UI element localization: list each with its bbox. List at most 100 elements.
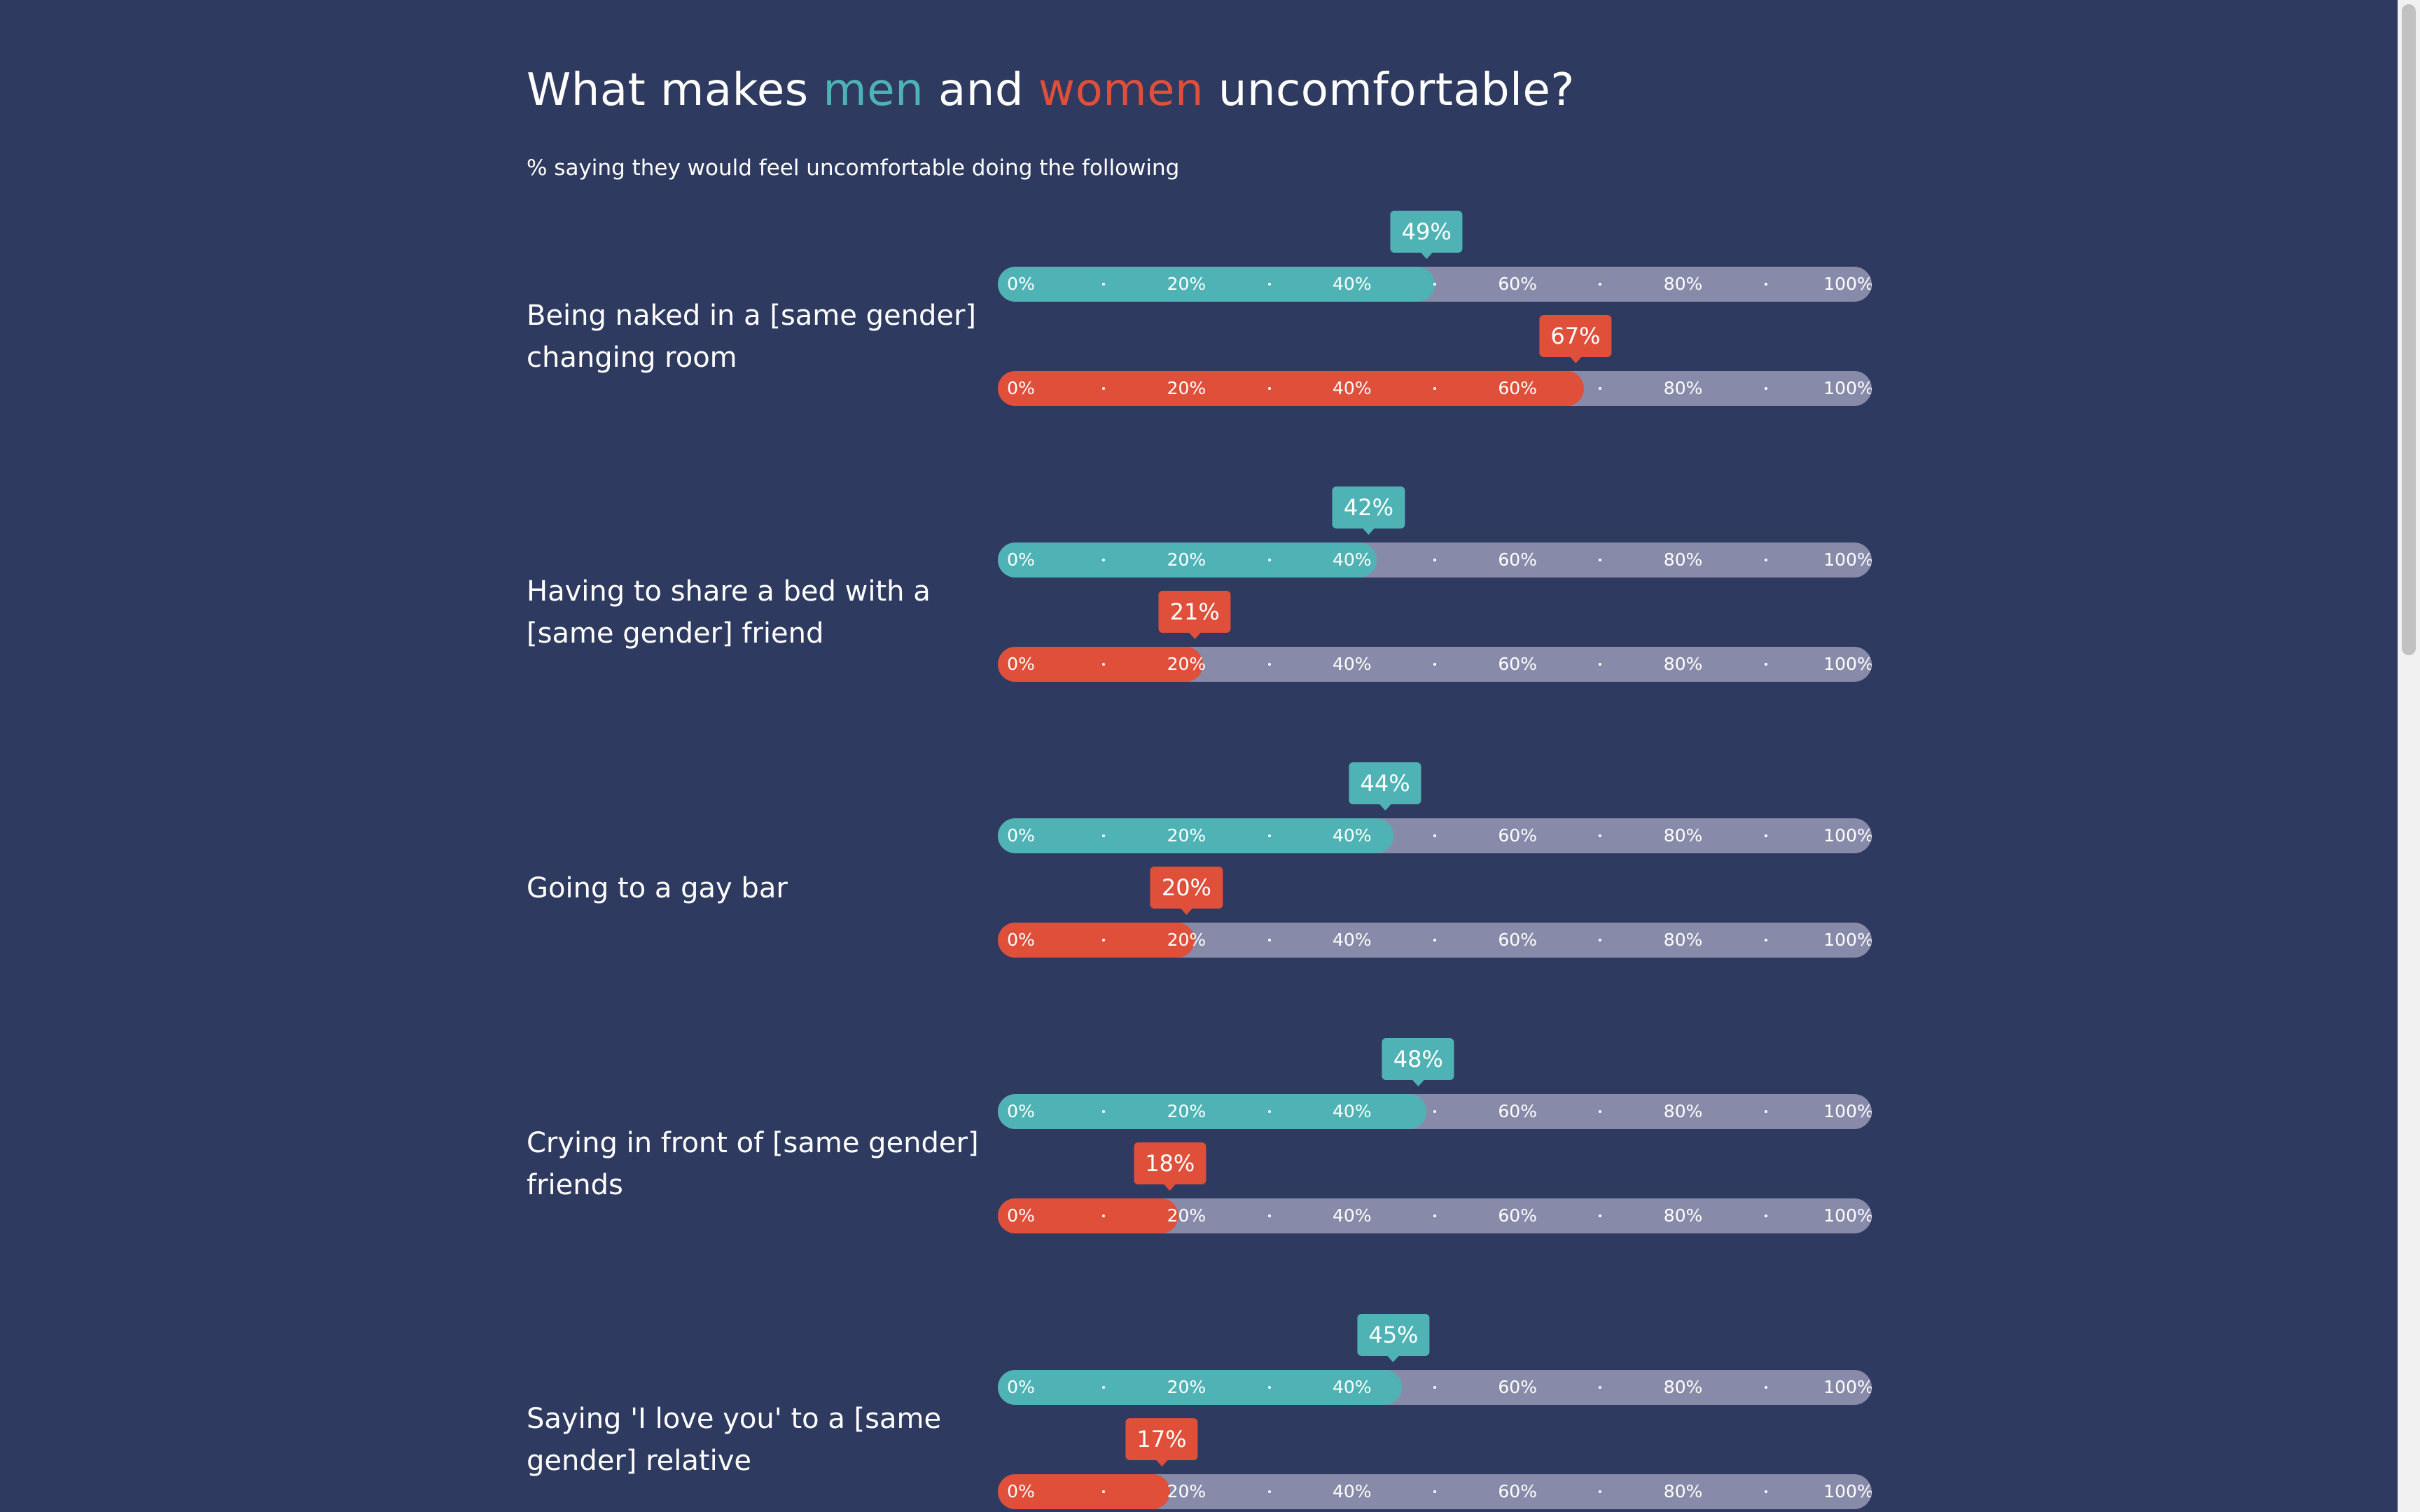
tick-label: 60%	[1498, 1101, 1537, 1121]
tick-label: 60%	[1498, 1377, 1537, 1397]
tick-label: 20%	[1167, 930, 1206, 950]
value-text: 21%	[1169, 598, 1220, 625]
men-value-label: 44%	[1349, 762, 1421, 811]
tick-label: 60%	[1498, 274, 1537, 294]
tick-label: 100%	[1823, 1377, 1872, 1397]
tick-dot	[1599, 283, 1602, 286]
title-middle: and	[924, 64, 1038, 116]
women-bar-track: 0% 20% 40% 60% 80% 100%	[998, 923, 1872, 958]
tick-dot	[1102, 1490, 1106, 1493]
tick-dot	[1267, 559, 1271, 561]
tick-label: 60%	[1498, 654, 1537, 674]
tick-dot	[1267, 283, 1271, 286]
tick-label: 80%	[1663, 378, 1703, 398]
tick-label: 20%	[1167, 550, 1206, 570]
tick-dot	[1764, 663, 1767, 666]
tick-label: 20%	[1167, 1205, 1206, 1226]
men-bar-track: 0% 20% 40% 60% 80% 100%	[998, 1094, 1872, 1129]
tick-dot	[1267, 1490, 1271, 1493]
tick-label: 100%	[1823, 378, 1872, 398]
tick-dot	[1102, 939, 1106, 941]
tick-label: 40%	[1333, 825, 1372, 846]
tick-label: 0%	[1007, 825, 1035, 846]
tick-label: 40%	[1333, 274, 1372, 294]
tick-label: 40%	[1333, 1481, 1372, 1502]
tick-label: 40%	[1333, 1205, 1372, 1226]
tick-label: 0%	[1007, 550, 1035, 570]
tick-label: 20%	[1167, 1101, 1206, 1121]
tick-label: 60%	[1498, 1205, 1537, 1226]
women-value-label: 67%	[1539, 315, 1612, 363]
men-bar	[998, 267, 1435, 302]
tick-label: 0%	[1007, 1481, 1035, 1502]
tick-dot	[1599, 834, 1602, 837]
vertical-scrollbar[interactable]	[2398, 0, 2420, 1512]
tick-dot	[1433, 387, 1436, 390]
men-value-label: 49%	[1390, 211, 1463, 259]
tick-label: 0%	[1007, 1377, 1035, 1397]
tick-dot	[1102, 387, 1106, 390]
women-bar-track: 0% 20% 40% 60% 80% 100%	[998, 1474, 1872, 1509]
tick-dot	[1102, 663, 1106, 666]
tick-label: 60%	[1498, 378, 1537, 398]
tick-label: 0%	[1007, 654, 1035, 674]
category-label: Being naked in a [same gender] changing …	[527, 300, 976, 374]
tick-label: 40%	[1333, 1377, 1372, 1397]
chart-subtitle: % saying they would feel uncomfortable d…	[527, 155, 1180, 181]
tick-label: 20%	[1167, 1481, 1206, 1502]
tick-dot	[1599, 1110, 1602, 1113]
tick-label: 100%	[1823, 930, 1872, 950]
tick-dot	[1599, 663, 1602, 666]
tick-dot	[1102, 1386, 1106, 1389]
tick-label: 20%	[1167, 378, 1206, 398]
tick-dot	[1267, 1110, 1271, 1113]
tick-dot	[1267, 387, 1271, 390]
tick-dot	[1433, 663, 1436, 666]
tick-label: 80%	[1663, 1377, 1703, 1397]
tick-label: 40%	[1333, 1101, 1372, 1121]
women-value-label: 21%	[1158, 591, 1231, 639]
tick-dot	[1599, 1490, 1602, 1493]
tick-dot	[1764, 1110, 1767, 1113]
scrollbar-thumb[interactable]	[2402, 4, 2416, 655]
tick-dot	[1599, 1386, 1602, 1389]
tick-dot	[1764, 559, 1767, 561]
tick-dot	[1764, 1214, 1767, 1217]
tick-label: 60%	[1498, 930, 1537, 950]
tick-label: 100%	[1823, 825, 1872, 846]
tick-label: 0%	[1007, 930, 1035, 950]
tick-label: 40%	[1333, 550, 1372, 570]
category-label: Saying 'I love you' to a [same gender] r…	[527, 1403, 942, 1477]
value-text: 44%	[1360, 770, 1410, 797]
title-men: men	[823, 64, 924, 116]
women-bar-track: 0% 20% 40% 60% 80% 100%	[998, 371, 1872, 406]
men-bar-track: 0% 20% 40% 60% 80% 100%	[998, 818, 1872, 853]
title-women: women	[1038, 64, 1204, 116]
women-bar	[998, 647, 1204, 682]
tick-dot	[1102, 834, 1106, 837]
men-bar	[998, 1094, 1427, 1129]
tick-dot	[1433, 939, 1436, 941]
tick-dot	[1764, 939, 1767, 941]
tick-dot	[1599, 387, 1602, 390]
value-text: 49%	[1401, 218, 1452, 245]
tick-label: 60%	[1498, 1481, 1537, 1502]
men-bar	[998, 818, 1394, 853]
tick-label: 100%	[1823, 1481, 1872, 1502]
men-bar-track: 0% 20% 40% 60% 80% 100%	[998, 542, 1872, 578]
women-bar	[998, 1474, 1170, 1509]
men-value-label: 48%	[1382, 1038, 1454, 1086]
tick-label: 20%	[1167, 1377, 1206, 1397]
tick-dot	[1102, 283, 1106, 286]
tick-dot	[1764, 834, 1767, 837]
tick-dot	[1267, 1386, 1271, 1389]
tick-label: 80%	[1663, 1101, 1703, 1121]
tick-label: 20%	[1167, 825, 1206, 846]
category-label: Going to a gay bar	[527, 872, 788, 904]
women-value-label: 20%	[1150, 867, 1223, 915]
tick-label: 100%	[1823, 654, 1872, 674]
tick-dot	[1433, 1214, 1436, 1217]
tick-label: 100%	[1823, 550, 1872, 570]
tick-dot	[1267, 663, 1271, 666]
